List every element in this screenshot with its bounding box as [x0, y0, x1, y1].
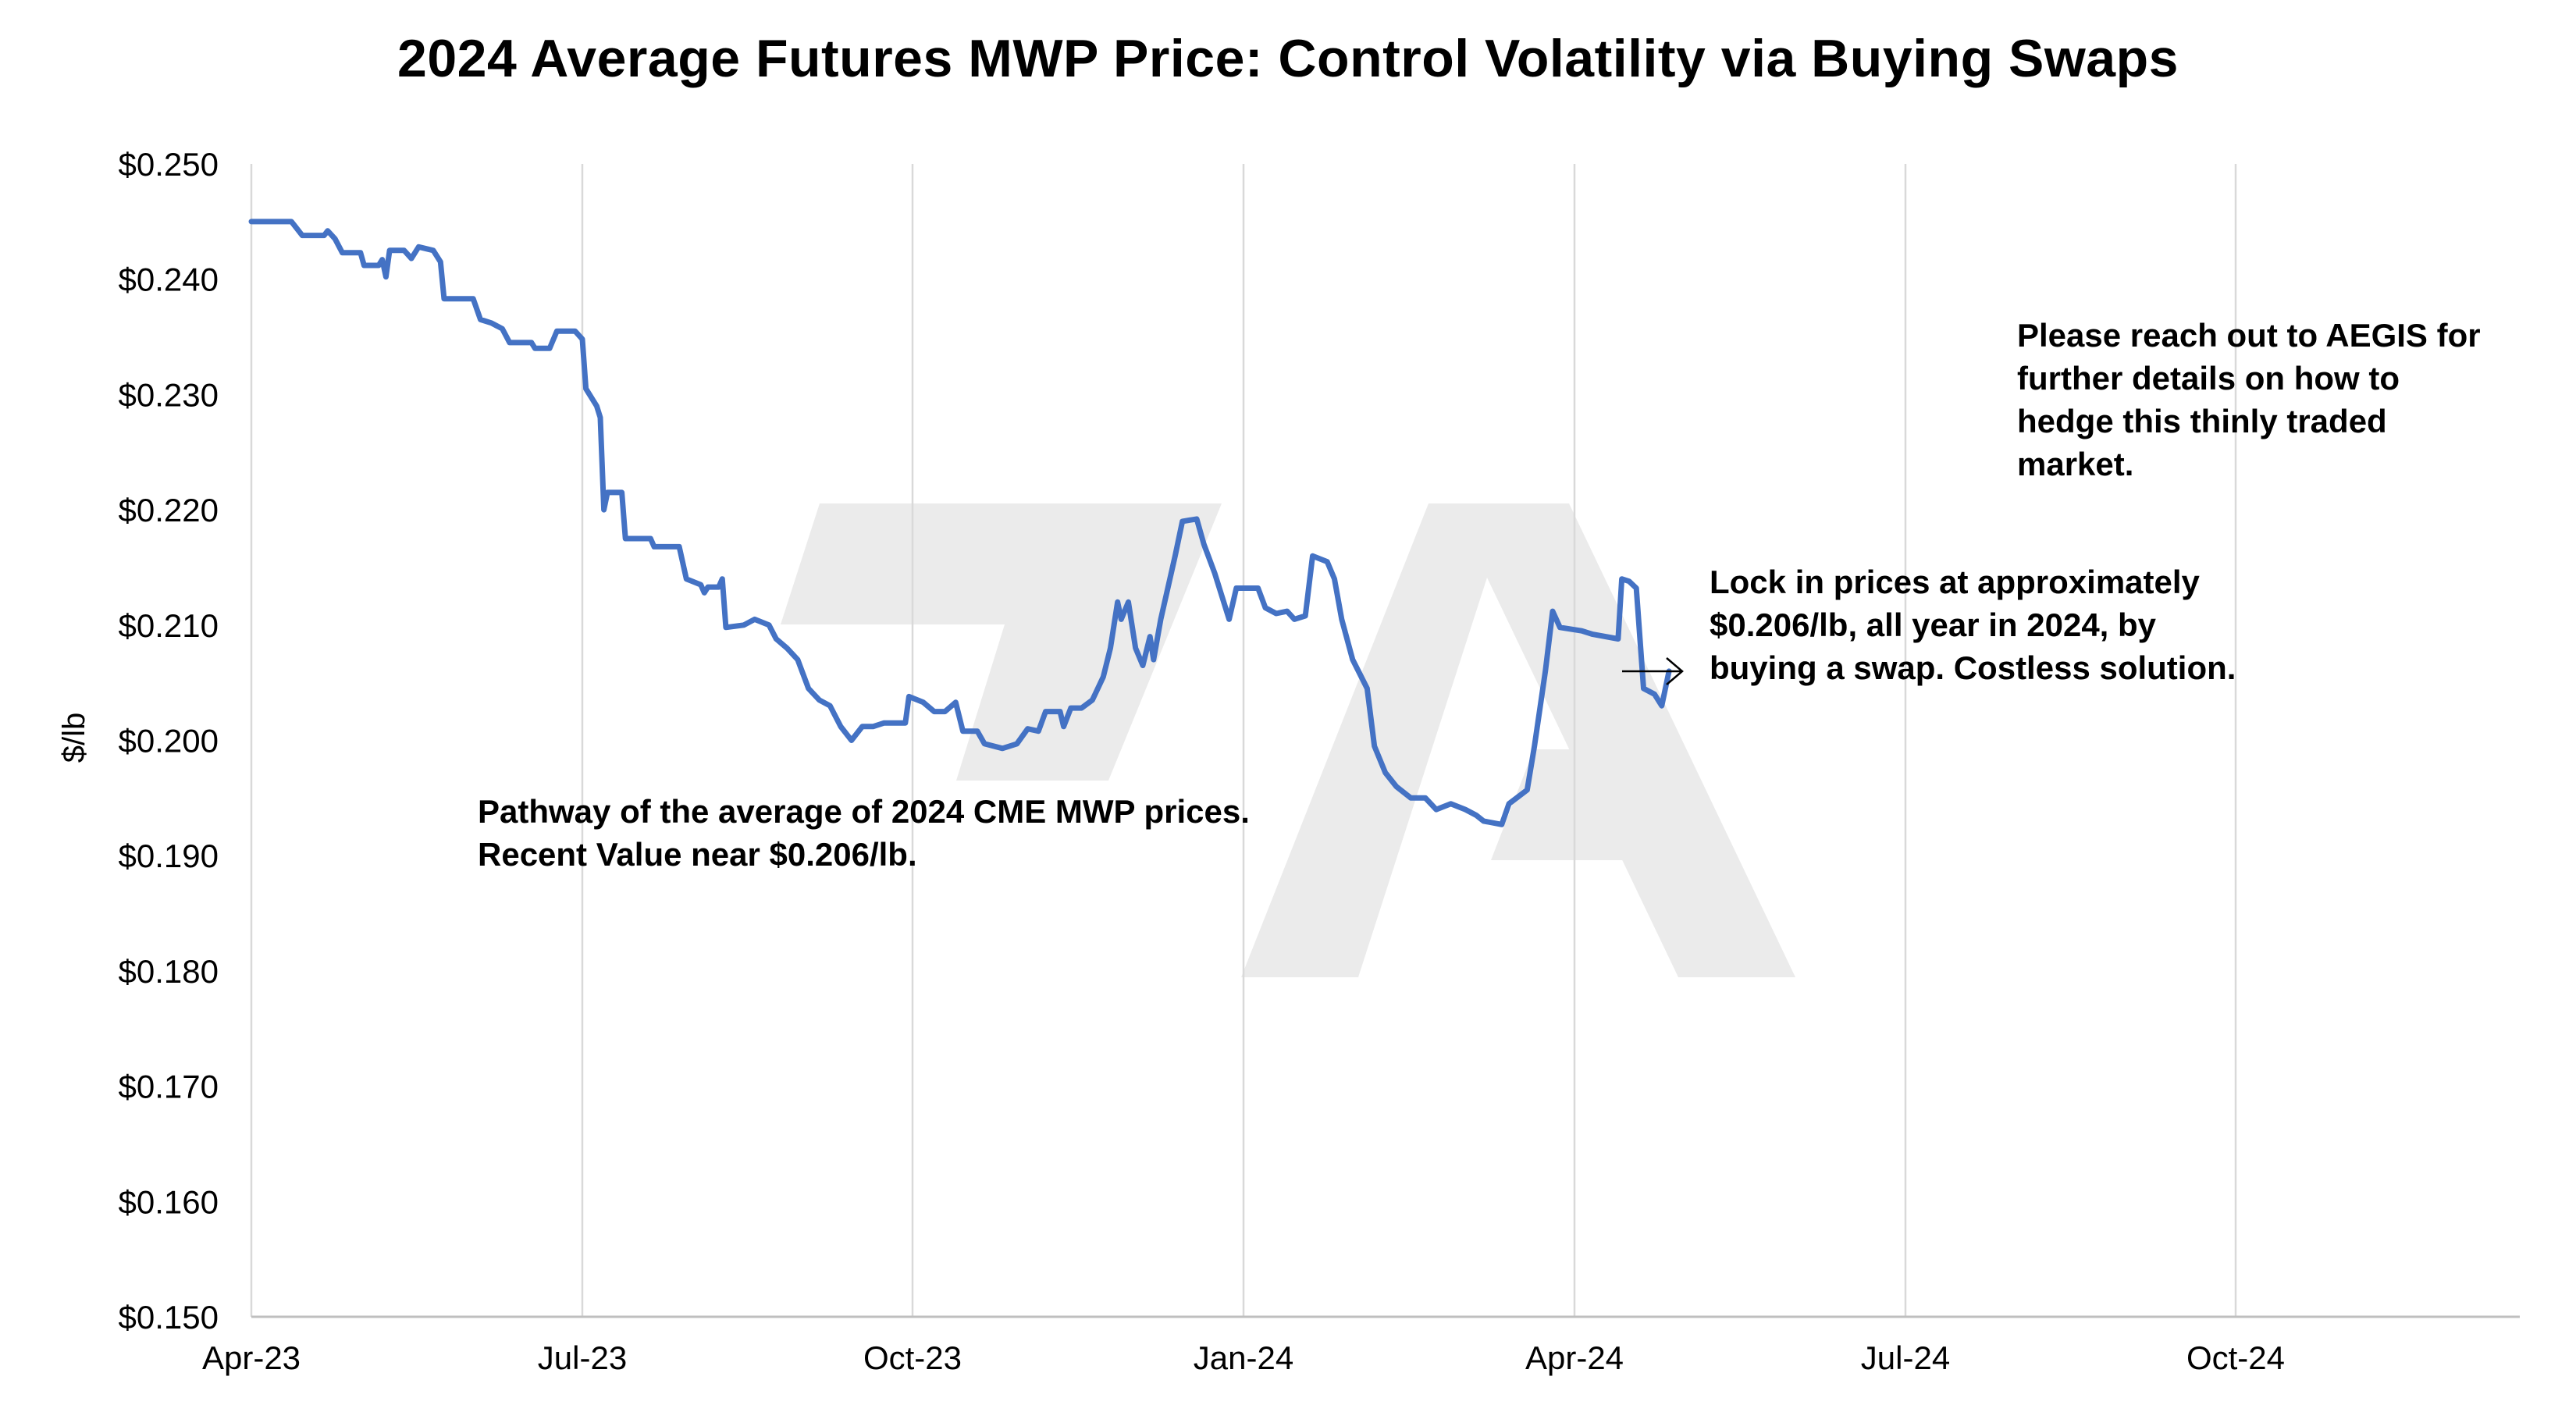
x-axis-tick-labels: Apr-23 Jul-23 Oct-23 Jan-24 Apr-24 Jul-24 Oct-…	[202, 1339, 2285, 1376]
y-tick-label: $0.220	[119, 492, 219, 528]
arrow-icon	[1622, 657, 1684, 685]
annotation-pathway: Pathway of the average of 2024 CME MWP p…	[478, 793, 1250, 873]
y-axis-label: $/lb	[57, 713, 91, 763]
y-tick-label: $0.190	[119, 838, 219, 874]
annotation-lock-in: Lock in prices at approximately $0.206/l…	[1710, 564, 2236, 686]
aegis-watermark-logo	[781, 503, 1795, 977]
x-tick-label: Oct-23	[863, 1339, 962, 1376]
x-tick-label: Oct-24	[2186, 1339, 2285, 1376]
y-tick-label: $0.210	[119, 607, 219, 644]
x-tick-label: Apr-23	[202, 1339, 301, 1376]
x-tick-label: Jan-24	[1194, 1339, 1293, 1376]
y-tick-label: $0.170	[119, 1069, 219, 1105]
x-tick-label: Jul-24	[1861, 1339, 1950, 1376]
y-tick-label: $0.230	[119, 376, 219, 413]
series-line	[248, 219, 1672, 827]
y-tick-label: $0.160	[119, 1183, 219, 1220]
y-axis-tick-labels: $0.150 $0.160 $0.170 $0.180 $0.190 $0.200 $0.2…	[119, 146, 219, 1336]
annotation-contact: Please reach out to AEGIS for further de…	[2017, 317, 2481, 482]
vertical-gridlines	[250, 164, 2237, 1317]
y-tick-label: $0.180	[119, 953, 219, 990]
y-tick-label: $0.200	[119, 723, 219, 759]
y-tick-label: $0.250	[119, 146, 219, 183]
x-tick-label: Apr-24	[1525, 1339, 1624, 1376]
x-tick-label: Jul-23	[538, 1339, 627, 1376]
y-tick-label: $0.240	[119, 261, 219, 298]
chart-title: 2024 Average Futures MWP Price: Control …	[397, 29, 2179, 88]
y-tick-label: $0.150	[119, 1299, 219, 1336]
series-layer	[248, 219, 1672, 827]
